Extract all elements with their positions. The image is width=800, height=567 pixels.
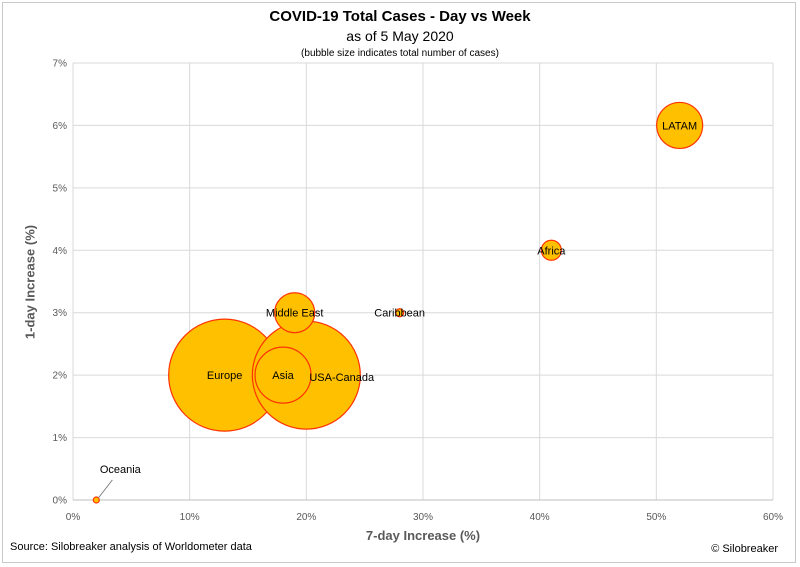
source-note: Source: Silobreaker analysis of Worldome… <box>10 541 252 553</box>
bubble-label: USA-Canada <box>309 372 375 384</box>
bubble-middle-east <box>274 292 316 334</box>
bubble-oceania <box>92 496 100 504</box>
bubble-label: Asia <box>272 370 294 382</box>
bubble-label: Oceania <box>100 464 142 476</box>
x-axis-label: 7-day Increase (%) <box>365 528 481 543</box>
bubble-label: LATAM <box>662 120 697 132</box>
chart-title: COVID-19 Total Cases - Day vs Week <box>269 8 531 25</box>
bubble-label: Africa <box>537 245 566 257</box>
bubble-label: Middle East <box>266 308 323 320</box>
x-tick-label: 10% <box>180 512 200 523</box>
y-tick-label: 5% <box>53 183 68 194</box>
oceania-leader-line <box>97 479 113 499</box>
chart-note: (bubble size indicates total number of c… <box>301 48 499 59</box>
x-tick-label: 50% <box>646 512 666 523</box>
bubble-label: Europe <box>207 370 242 382</box>
y-tick-label: 6% <box>53 121 68 132</box>
y-tick-label: 1% <box>53 433 68 444</box>
x-tick-label: 30% <box>413 512 433 523</box>
x-tick-label: 60% <box>763 512 783 523</box>
x-tick-label: 20% <box>296 512 316 523</box>
bubble-asia <box>254 346 312 404</box>
bubble-caribbean <box>395 308 405 318</box>
bubble-africa <box>540 239 562 261</box>
y-tick-label: 7% <box>53 59 68 70</box>
bubble-label: Caribbean <box>374 308 425 320</box>
bubble-latam <box>656 101 704 150</box>
y-tick-label: 4% <box>53 246 68 257</box>
y-tick-label: 3% <box>53 308 68 319</box>
chart-subtitle: as of 5 May 2020 <box>346 28 454 44</box>
x-tick-label: 40% <box>530 512 550 523</box>
y-axis-label: 1-day Increase (%) <box>22 224 38 340</box>
y-tick-label: 2% <box>53 371 68 382</box>
y-tick-label: 0% <box>53 496 68 507</box>
copyright-note: © Silobreaker <box>711 543 778 555</box>
x-tick-label: 0% <box>66 512 81 523</box>
